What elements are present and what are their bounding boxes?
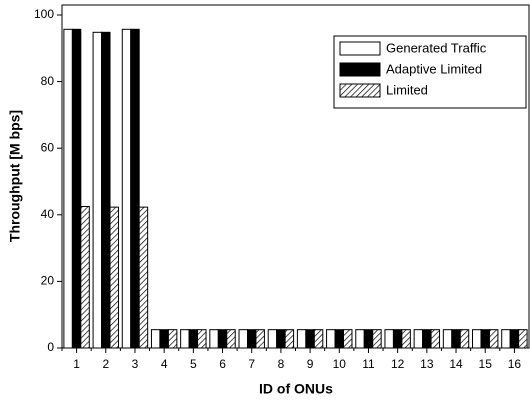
y-tick-label: 60 xyxy=(41,140,55,154)
bar xyxy=(276,329,286,349)
legend-swatch xyxy=(339,62,381,77)
x-tick-label: 8 xyxy=(278,357,285,371)
bar xyxy=(430,329,441,349)
bar xyxy=(197,329,207,349)
bar xyxy=(109,206,119,349)
bar xyxy=(80,205,90,349)
legend-swatch xyxy=(339,83,381,98)
bar xyxy=(343,329,353,349)
y-tick-label: 80 xyxy=(41,74,55,88)
x-tick-label: 5 xyxy=(190,357,197,371)
x-tick-label: 16 xyxy=(508,357,522,371)
x-tick-label: 10 xyxy=(333,357,347,371)
x-tick-label: 12 xyxy=(391,357,405,371)
bar xyxy=(255,329,265,349)
bar xyxy=(296,329,307,349)
bar xyxy=(246,329,257,349)
y-axis-title: Throughput [M bps] xyxy=(7,110,23,242)
bar xyxy=(159,329,169,349)
bar xyxy=(326,329,336,349)
x-tick-label: 14 xyxy=(449,357,463,371)
bar xyxy=(238,329,248,349)
x-tick-label: 11 xyxy=(362,357,375,371)
bar xyxy=(472,329,482,349)
legend-label: Limited xyxy=(386,82,428,97)
x-tick-label: 15 xyxy=(479,357,493,371)
bar xyxy=(509,329,520,349)
bar xyxy=(167,329,178,349)
legend-label: Adaptive Limited xyxy=(386,61,482,76)
bar xyxy=(121,28,132,349)
x-axis-title: ID of ONUs xyxy=(259,381,333,397)
bar xyxy=(384,329,394,349)
bar xyxy=(363,329,374,349)
x-tick-label: 4 xyxy=(161,357,168,371)
bar xyxy=(267,329,278,349)
y-tick-label: 100 xyxy=(34,7,54,21)
bar xyxy=(305,329,315,349)
bar xyxy=(313,329,324,349)
bar xyxy=(209,329,219,349)
x-tick-label: 9 xyxy=(307,357,314,371)
bar xyxy=(413,329,424,349)
x-tick-label: 1 xyxy=(73,357,80,371)
bar xyxy=(226,329,236,349)
plot-frame xyxy=(61,4,530,349)
bar xyxy=(451,329,461,349)
y-tick-label: 0 xyxy=(47,340,54,354)
bar xyxy=(138,206,149,349)
bar xyxy=(422,329,432,349)
bar xyxy=(392,329,403,349)
x-tick-label: 3 xyxy=(132,357,139,371)
bar xyxy=(401,329,411,349)
x-tick-label: 2 xyxy=(102,357,109,371)
bar xyxy=(488,329,499,349)
x-tick-label: 7 xyxy=(248,357,255,371)
bar xyxy=(334,329,345,349)
legend-label: Generated Traffic xyxy=(386,40,487,55)
y-tick-label: 20 xyxy=(41,274,55,288)
bar xyxy=(130,28,140,349)
bar xyxy=(284,329,295,349)
bar xyxy=(101,31,111,349)
bar xyxy=(372,329,382,349)
bar xyxy=(92,31,103,349)
bar xyxy=(501,329,511,349)
bar xyxy=(518,329,528,349)
bar xyxy=(63,28,73,349)
bar xyxy=(150,329,161,349)
x-tick-label: 13 xyxy=(420,357,434,371)
bar xyxy=(217,329,228,349)
bar xyxy=(188,329,199,349)
bar xyxy=(355,329,365,349)
bar xyxy=(442,329,453,349)
bar xyxy=(180,329,190,349)
x-tick-label: 6 xyxy=(219,357,226,371)
bar xyxy=(480,329,490,349)
y-tick-label: 40 xyxy=(41,207,55,221)
legend-swatch xyxy=(339,41,381,56)
bar xyxy=(71,28,82,349)
bar xyxy=(459,329,470,349)
